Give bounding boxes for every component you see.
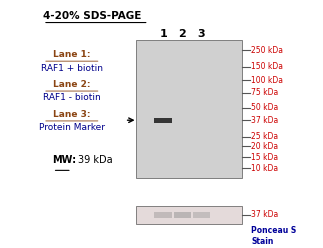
Text: 250 kDa: 250 kDa xyxy=(251,46,283,55)
Text: 100 kDa: 100 kDa xyxy=(251,76,283,85)
Text: 1: 1 xyxy=(159,29,167,39)
Text: Lane 2:: Lane 2: xyxy=(53,80,90,89)
Text: Lane 3:: Lane 3: xyxy=(53,110,90,119)
Text: Lane 1:: Lane 1: xyxy=(53,50,90,59)
Text: 10 kDa: 10 kDa xyxy=(251,164,278,173)
Text: 2: 2 xyxy=(178,29,186,39)
Text: 50 kDa: 50 kDa xyxy=(251,103,278,112)
Bar xyxy=(154,118,172,123)
Text: RAF1 + biotin: RAF1 + biotin xyxy=(41,63,103,73)
Text: RAF1 - biotin: RAF1 - biotin xyxy=(43,93,101,102)
Text: 39 kDa: 39 kDa xyxy=(78,155,113,165)
Text: 20 kDa: 20 kDa xyxy=(251,142,278,151)
Text: MW:: MW: xyxy=(53,155,77,165)
Text: 150 kDa: 150 kDa xyxy=(251,62,283,71)
Bar xyxy=(136,206,242,224)
Bar xyxy=(154,212,172,218)
Bar xyxy=(136,40,242,178)
Text: 15 kDa: 15 kDa xyxy=(251,153,278,162)
Text: 25 kDa: 25 kDa xyxy=(251,132,278,141)
Text: Protein Marker: Protein Marker xyxy=(39,123,105,132)
Bar xyxy=(193,212,210,218)
Text: 3: 3 xyxy=(198,29,205,39)
Bar xyxy=(173,212,191,218)
Text: Ponceau S
Stain: Ponceau S Stain xyxy=(251,225,297,246)
Text: 37 kDa: 37 kDa xyxy=(251,211,278,219)
Text: 37 kDa: 37 kDa xyxy=(251,116,278,125)
Text: 4-20% SDS-PAGE: 4-20% SDS-PAGE xyxy=(43,11,141,21)
Text: 75 kDa: 75 kDa xyxy=(251,88,278,97)
